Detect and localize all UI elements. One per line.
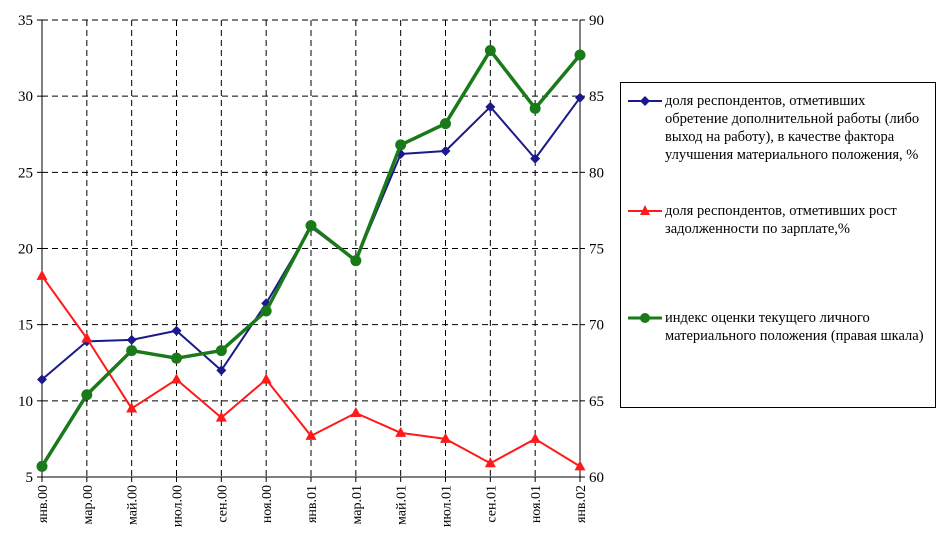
y-left-tick-label: 35 — [18, 13, 33, 29]
x-tick-label: ноя.00 — [260, 485, 275, 523]
data-point-diamond — [485, 101, 496, 112]
series-line-diamond — [41, 97, 581, 381]
legend-swatch-triangle-icon — [628, 205, 662, 215]
data-point-circle — [305, 220, 317, 232]
data-point-circle — [126, 345, 138, 357]
data-point-circle — [350, 255, 362, 267]
legend-item-index: индекс оценки текущего личного материаль… — [627, 309, 931, 345]
legend-swatch-circle-icon — [628, 313, 662, 323]
y-left-tick-label: 25 — [18, 165, 33, 181]
data-point-triangle — [126, 402, 138, 413]
y-left-tick-label: 20 — [18, 242, 33, 258]
x-tick-label: июл.00 — [171, 485, 186, 527]
axes — [37, 19, 585, 482]
data-point-triangle — [484, 457, 496, 468]
data-point-diamond — [171, 325, 182, 336]
grid-lines — [42, 19, 580, 477]
legend-item-additional-work: доля респондентов, отметивших обретение … — [627, 92, 931, 164]
y-left-tick-label: 30 — [18, 89, 33, 105]
x-tick-label: май.00 — [126, 485, 141, 525]
x-tick-label: сен.00 — [215, 485, 230, 523]
data-point-triangle — [350, 407, 362, 418]
x-tick-label: ноя.01 — [529, 485, 544, 523]
y-right-tick-label: 60 — [589, 470, 604, 486]
y-right-tick-label: 80 — [589, 165, 604, 181]
data-point-circle — [171, 352, 182, 364]
legend-label: доля респондентов, отметивших обретение … — [665, 93, 920, 163]
tick-labels: 5 10 15 20 25 30 35 60 65 70 75 80 85 90 янв.00 мар.00 м… — [18, 13, 604, 527]
legend-label: доля респондентов, отметивших рост задол… — [665, 203, 897, 237]
data-point-triangle — [215, 411, 227, 422]
x-tick-label: мар.01 — [350, 485, 365, 524]
y-right-tick-label: 90 — [589, 13, 604, 29]
data-point-circle — [36, 460, 48, 472]
data-point-circle — [395, 139, 407, 151]
y-left-tick-label: 10 — [18, 394, 33, 410]
data-point-triangle — [529, 432, 541, 443]
data-point-triangle — [36, 269, 48, 280]
data-point-triangle — [395, 426, 407, 437]
data-point-triangle — [81, 332, 93, 343]
x-tick-label: янв.02 — [574, 485, 589, 523]
data-point-diamond — [575, 92, 585, 103]
y-right-tick-label: 70 — [589, 318, 604, 334]
data-point-diamond — [126, 334, 137, 345]
y-left-tick-label: 5 — [26, 470, 34, 486]
legend: доля респондентов, отметивших обретение … — [620, 82, 936, 408]
x-tick-label: июл.01 — [440, 485, 455, 527]
series-layer — [36, 44, 586, 472]
data-point-circle — [484, 44, 496, 56]
data-point-triangle — [260, 373, 272, 384]
data-point-circle — [440, 118, 451, 130]
data-point-diamond — [440, 146, 451, 157]
line-chart: 5 10 15 20 25 30 35 60 65 70 75 80 85 90 янв.00 мар.00 м… — [18, 13, 604, 527]
y-right-tick-label: 75 — [589, 242, 604, 258]
data-point-circle — [81, 389, 93, 401]
data-point-circle — [215, 345, 227, 357]
data-point-diamond — [37, 374, 47, 385]
data-point-circle — [529, 102, 541, 114]
data-point-triangle — [574, 460, 586, 471]
legend-label: индекс оценки текущего личного материаль… — [665, 310, 924, 344]
legend-item-wage-arrears: доля респондентов, отметивших рост задол… — [627, 202, 931, 238]
x-tick-label: янв.01 — [305, 485, 320, 523]
data-point-triangle — [305, 429, 317, 440]
x-tick-label: мар.00 — [81, 485, 96, 524]
data-point-triangle — [171, 373, 182, 384]
data-point-triangle — [440, 432, 451, 443]
x-tick-label: сен.01 — [484, 485, 499, 523]
data-point-diamond — [530, 153, 541, 164]
legend-swatch-diamond-icon — [628, 96, 662, 106]
data-point-circle — [260, 305, 272, 317]
data-point-diamond — [216, 365, 227, 376]
y-right-tick-label: 85 — [589, 89, 604, 105]
y-left-tick-label: 15 — [18, 318, 33, 334]
x-tick-label: май.01 — [395, 485, 410, 525]
data-point-circle — [574, 49, 586, 61]
x-tick-label: янв.00 — [36, 485, 51, 523]
y-right-tick-label: 65 — [589, 394, 604, 410]
